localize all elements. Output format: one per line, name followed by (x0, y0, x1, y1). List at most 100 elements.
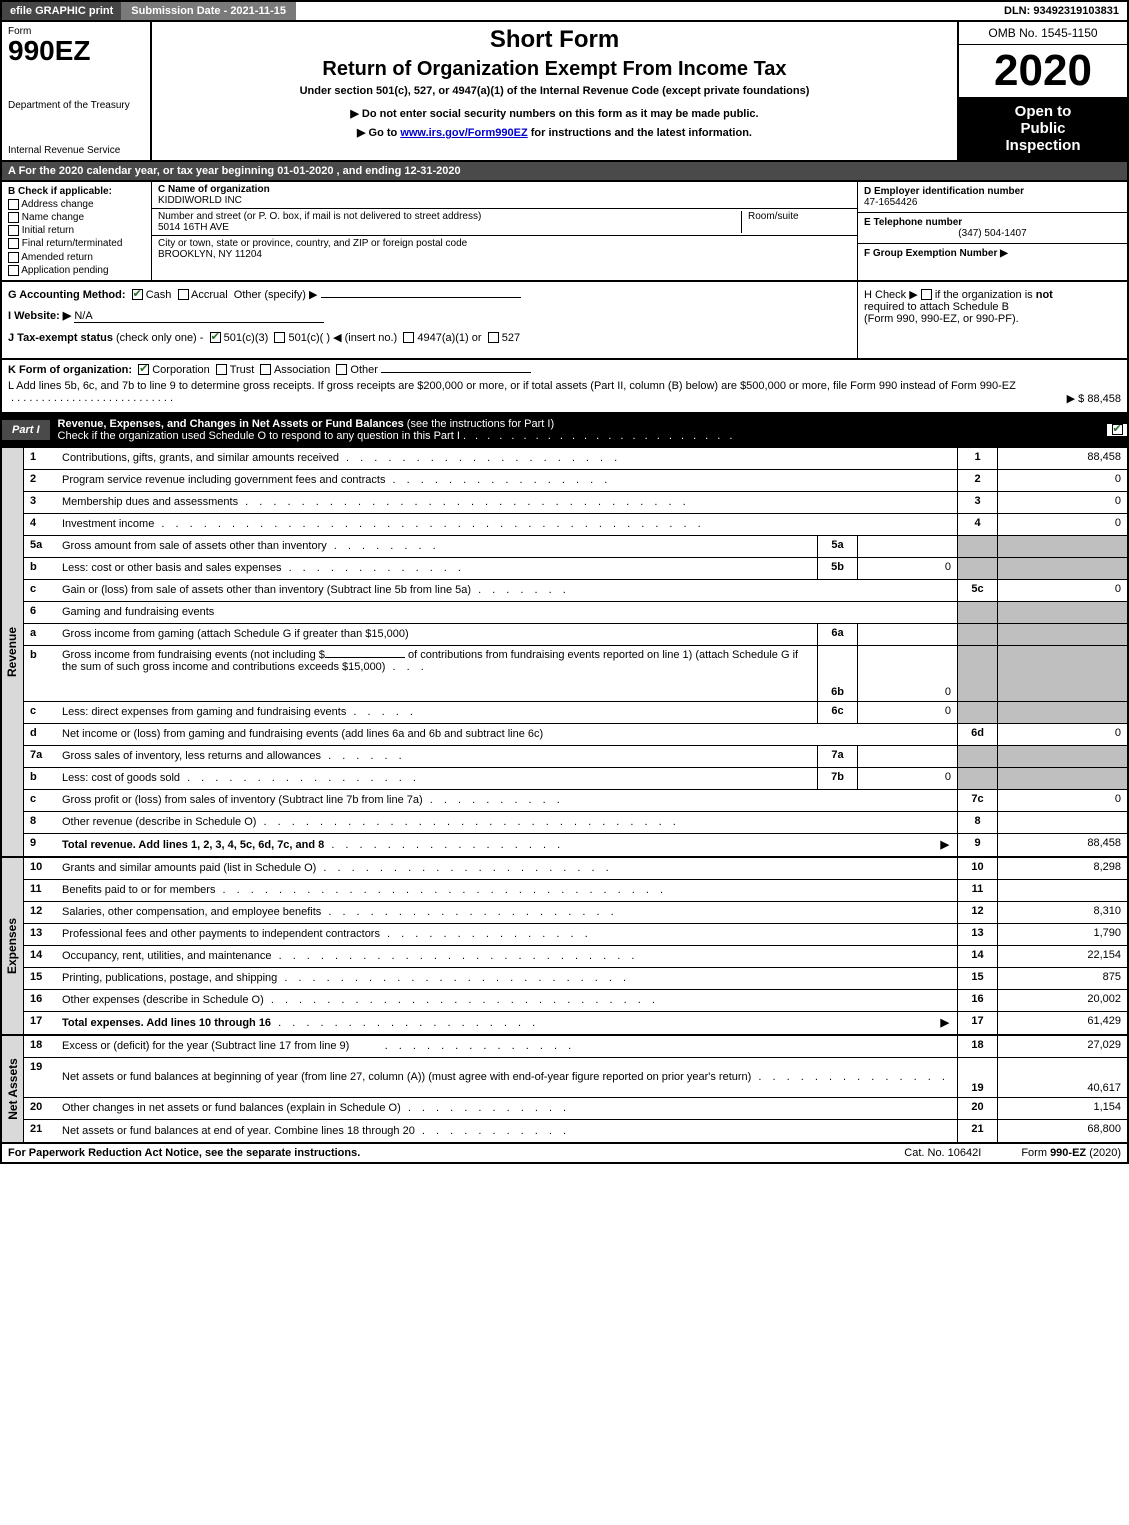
line-8: 8 Other revenue (describe in Schedule O)… (24, 812, 1127, 834)
line-19-amount: 40,617 (997, 1058, 1127, 1097)
c-name-label: C Name of organization (158, 184, 851, 195)
page-footer: For Paperwork Reduction Act Notice, see … (0, 1144, 1129, 1164)
line-4-amount: 0 (997, 514, 1127, 535)
line-5a-amount (857, 536, 957, 557)
city-label: City or town, state or province, country… (158, 238, 851, 249)
line-12: 12 Salaries, other compensation, and emp… (24, 902, 1127, 924)
cb-other-org[interactable] (336, 364, 347, 375)
org-name: KIDDIWORLD INC (158, 195, 851, 206)
paperwork-notice: For Paperwork Reduction Act Notice, see … (8, 1147, 864, 1159)
city-state-zip: BROOKLYN, NY 11204 (158, 249, 851, 260)
cb-name-change[interactable]: Name change (8, 212, 145, 223)
telephone-value: (347) 504-1407 (864, 228, 1121, 239)
line-21-amount: 68,800 (997, 1120, 1127, 1142)
line-3-amount: 0 (997, 492, 1127, 513)
line-6c: c Less: direct expenses from gaming and … (24, 702, 1127, 724)
line-6: 6 Gaming and fundraising events (24, 602, 1127, 624)
form-number: 990EZ (8, 37, 144, 65)
cb-amended-return[interactable]: Amended return (8, 252, 145, 263)
cb-4947[interactable] (403, 332, 414, 343)
line-10: 10 Grants and similar amounts paid (list… (24, 858, 1127, 880)
line-17: 17 Total expenses. Add lines 10 through … (24, 1012, 1127, 1034)
section-ghi: G Accounting Method: Cash Accrual Other … (0, 282, 1129, 360)
line-9: 9 Total revenue. Add lines 1, 2, 3, 4, 5… (24, 834, 1127, 856)
cb-501c[interactable] (274, 332, 285, 343)
header-left: Form 990EZ Department of the Treasury In… (2, 22, 152, 160)
line-14: 14 Occupancy, rent, utilities, and maint… (24, 946, 1127, 968)
line-6d-amount: 0 (997, 724, 1127, 745)
website-value: N/A (74, 310, 324, 323)
line-5a: 5a Gross amount from sale of assets othe… (24, 536, 1127, 558)
cb-schedule-b[interactable] (921, 289, 932, 300)
line-10-amount: 8,298 (997, 858, 1127, 879)
cb-final-return[interactable]: Final return/terminated (8, 238, 145, 249)
line-7c-amount: 0 (997, 790, 1127, 811)
main-title: Return of Organization Exempt From Incom… (162, 58, 947, 81)
line-17-amount: 61,429 (997, 1012, 1127, 1034)
cb-527[interactable] (488, 332, 499, 343)
cb-application-pending[interactable]: Application pending (8, 265, 145, 276)
line-7c: c Gross profit or (loss) from sales of i… (24, 790, 1127, 812)
line-21: 21 Net assets or fund balances at end of… (24, 1120, 1127, 1142)
inspection-box: Open to Public Inspection (959, 97, 1127, 160)
street-address: 5014 16TH AVE (158, 222, 741, 233)
expenses-section: Expenses 10 Grants and similar amounts p… (0, 858, 1129, 1036)
goto-line: ▶ Go to www.irs.gov/Form990EZ for instru… (162, 126, 947, 139)
line-20: 20 Other changes in net assets or fund b… (24, 1098, 1127, 1120)
section-c: C Name of organization KIDDIWORLD INC Nu… (152, 182, 857, 280)
header-right: OMB No. 1545-1150 2020 Open to Public In… (957, 22, 1127, 160)
ein-value: 47-1654426 (864, 197, 1121, 208)
line-6b-amount: 0 (857, 646, 957, 701)
instructions-link[interactable]: www.irs.gov/Form990EZ (400, 127, 527, 139)
line-4: 4 Investment income . . . . . . . . . . … (24, 514, 1127, 536)
dept-treasury: Department of the Treasury (8, 100, 144, 111)
tax-exempt-line: J Tax-exempt status (check only one) - 5… (8, 331, 851, 344)
part-i-label: Part I (2, 420, 50, 440)
inspection-line3: Inspection (963, 137, 1123, 154)
header-center: Short Form Return of Organization Exempt… (152, 22, 957, 160)
line-5b-amount: 0 (857, 558, 957, 579)
catalog-number: Cat. No. 10642I (864, 1147, 1021, 1159)
line-6d: d Net income or (loss) from gaming and f… (24, 724, 1127, 746)
cb-accrual[interactable] (178, 289, 189, 300)
expenses-vertical-label: Expenses (2, 858, 24, 1034)
line-6a-amount (857, 624, 957, 645)
cb-501c3[interactable] (210, 332, 221, 343)
line-7a-amount (857, 746, 957, 767)
cb-corporation[interactable] (138, 364, 149, 375)
cb-address-change[interactable]: Address change (8, 199, 145, 210)
i-label: I Website: ▶ (8, 310, 71, 322)
part-i-title: Revenue, Expenses, and Changes in Net As… (50, 414, 1107, 446)
inspection-line2: Public (963, 120, 1123, 137)
section-bcdef: B Check if applicable: Address change Na… (0, 182, 1129, 282)
efile-print-button[interactable]: efile GRAPHIC print (2, 2, 121, 20)
cb-trust[interactable] (216, 364, 227, 375)
section-b: B Check if applicable: Address change Na… (2, 182, 152, 280)
telephone-label: E Telephone number (864, 217, 1121, 228)
group-exemption-label: F Group Exemption Number ▶ (864, 248, 1121, 259)
line-1-amount: 88,458 (997, 448, 1127, 469)
part-i-header: Part I Revenue, Expenses, and Changes in… (0, 414, 1129, 448)
line-14-amount: 22,154 (997, 946, 1127, 967)
line-6a: a Gross income from gaming (attach Sched… (24, 624, 1127, 646)
row-a-tax-year: A For the 2020 calendar year, or tax yea… (0, 162, 1129, 182)
g-label: G Accounting Method: (8, 289, 126, 301)
short-form-title: Short Form (162, 26, 947, 54)
cb-cash[interactable] (132, 289, 143, 300)
section-kl: K Form of organization: Corporation Trus… (0, 360, 1129, 414)
cb-association[interactable] (260, 364, 271, 375)
privacy-note: ▶ Do not enter social security numbers o… (162, 107, 947, 120)
net-assets-section: Net Assets 18 Excess or (deficit) for th… (0, 1036, 1129, 1144)
revenue-section: Revenue 1 Contributions, gifts, grants, … (0, 448, 1129, 858)
revenue-vertical-label: Revenue (2, 448, 24, 856)
line-6c-amount: 0 (857, 702, 957, 723)
j-label: J Tax-exempt status (8, 332, 113, 344)
line-15: 15 Printing, publications, postage, and … (24, 968, 1127, 990)
line-3: 3 Membership dues and assessments . . . … (24, 492, 1127, 514)
ein-label: D Employer identification number (864, 186, 1121, 197)
goto-post: for instructions and the latest informat… (528, 127, 752, 139)
cb-initial-return[interactable]: Initial return (8, 225, 145, 236)
line-13: 13 Professional fees and other payments … (24, 924, 1127, 946)
part-i-checkbox[interactable] (1107, 424, 1127, 436)
line-5c-amount: 0 (997, 580, 1127, 601)
